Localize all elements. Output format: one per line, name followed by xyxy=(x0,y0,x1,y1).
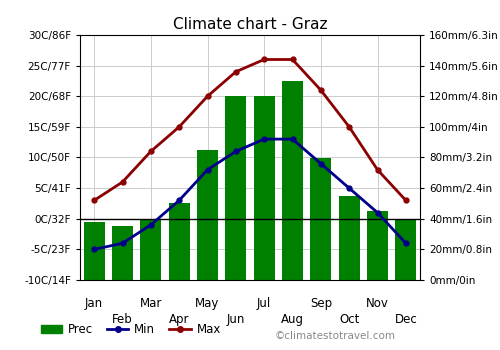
Bar xyxy=(395,219,416,280)
Bar xyxy=(282,81,303,280)
Text: Mar: Mar xyxy=(140,297,162,310)
Text: Dec: Dec xyxy=(394,313,417,326)
Text: ©climatestotravel.com: ©climatestotravel.com xyxy=(275,331,396,341)
Bar xyxy=(338,196,360,280)
Bar xyxy=(197,150,218,280)
Text: Jun: Jun xyxy=(226,313,245,326)
Text: Aug: Aug xyxy=(281,313,304,326)
Text: Nov: Nov xyxy=(366,297,389,310)
Bar xyxy=(225,96,246,280)
Bar xyxy=(367,211,388,280)
Text: May: May xyxy=(196,297,220,310)
Bar xyxy=(254,96,275,280)
Bar xyxy=(140,219,162,280)
Text: Feb: Feb xyxy=(112,313,133,326)
Text: Sep: Sep xyxy=(310,297,332,310)
Text: Apr: Apr xyxy=(169,313,190,326)
Title: Climate chart - Graz: Climate chart - Graz xyxy=(173,18,327,33)
Bar xyxy=(84,222,105,280)
Bar xyxy=(310,158,332,280)
Bar xyxy=(168,203,190,280)
Legend: Prec, Min, Max: Prec, Min, Max xyxy=(36,318,226,341)
Bar xyxy=(112,226,133,280)
Text: Oct: Oct xyxy=(339,313,359,326)
Text: Jan: Jan xyxy=(85,297,103,310)
Text: Jul: Jul xyxy=(257,297,272,310)
